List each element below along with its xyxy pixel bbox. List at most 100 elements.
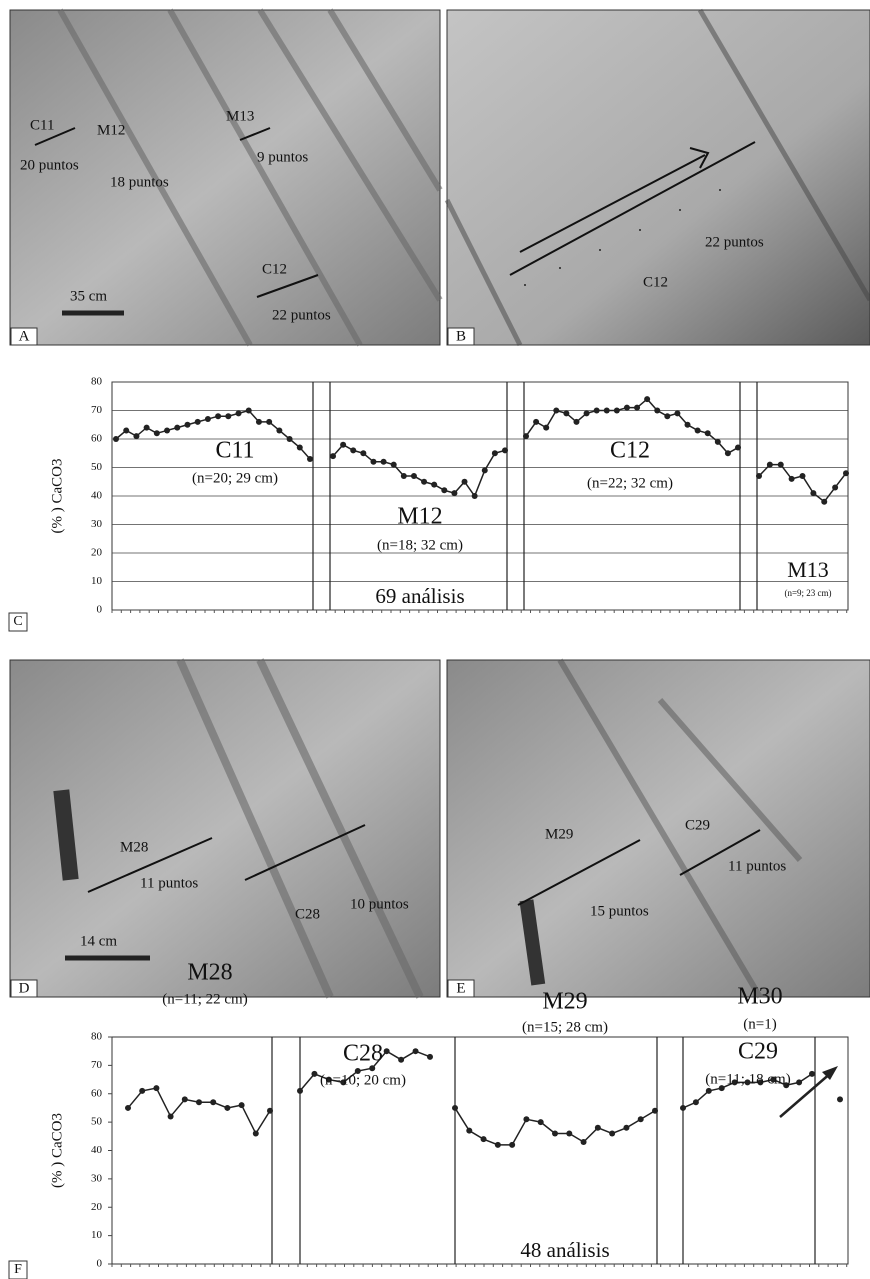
y-tick-label: 60 [91, 1087, 103, 1099]
photo-label: 11 puntos [728, 858, 786, 874]
data-point [236, 410, 242, 416]
data-point [421, 479, 427, 485]
data-point [654, 408, 660, 414]
data-point [307, 456, 313, 462]
data-point [276, 427, 282, 433]
photo-label: C12 [643, 274, 668, 290]
data-point [706, 1088, 712, 1094]
data-point [266, 419, 272, 425]
data-point [573, 419, 579, 425]
data-point [391, 462, 397, 468]
series-label: (n=11; 22 cm) [162, 991, 247, 1007]
data-point [431, 482, 437, 488]
data-point [674, 410, 680, 416]
data-point [246, 408, 252, 414]
y-tick-label: 60 [91, 433, 103, 445]
data-point [623, 1125, 629, 1131]
y-tick-label: 40 [91, 1144, 103, 1156]
data-point [413, 1048, 419, 1054]
data-point [225, 413, 231, 419]
data-point [381, 459, 387, 465]
y-tick-label: 50 [91, 461, 103, 473]
data-point [693, 1099, 699, 1105]
data-point [184, 422, 190, 428]
photo-label: C28 [295, 906, 320, 922]
data-point [482, 467, 488, 473]
series-label: (n=15; 28 cm) [522, 1019, 608, 1035]
photo-a: C11 M12 20 puntos 18 puntos M13 9 puntos… [10, 10, 440, 345]
data-point [502, 447, 508, 453]
series-name: C29 [738, 1039, 778, 1065]
y-tick-label: 10 [91, 575, 103, 587]
data-point [523, 1116, 529, 1122]
data-point [466, 1128, 472, 1134]
photo-label: C29 [685, 817, 710, 833]
y-tick-label: 70 [91, 1059, 103, 1071]
data-point [287, 436, 293, 442]
data-point [182, 1096, 188, 1102]
data-point [821, 499, 827, 505]
photo [447, 10, 870, 345]
data-point [398, 1057, 404, 1063]
data-point [789, 476, 795, 482]
data-point [594, 408, 600, 414]
photo-label: 22 puntos [705, 234, 764, 250]
data-point [664, 413, 670, 419]
data-point [297, 445, 303, 451]
data-point [705, 430, 711, 436]
photo-label: 35 cm [70, 288, 107, 304]
data-point [330, 453, 336, 459]
data-point [401, 473, 407, 479]
data-point [767, 462, 773, 468]
note: 48 análisis [520, 1238, 609, 1262]
data-point [205, 416, 211, 422]
data-point [195, 419, 201, 425]
data-point [634, 405, 640, 411]
photo-label: 18 puntos [110, 174, 169, 190]
photo-label: M28 [120, 839, 148, 855]
series-name: M13 [787, 557, 829, 582]
series-label: (n=10; 20 cm) [320, 1072, 406, 1088]
data-point [153, 1085, 159, 1091]
data-point [196, 1099, 202, 1105]
data-point [566, 1130, 572, 1136]
data-point [644, 396, 650, 402]
data-point [595, 1125, 601, 1131]
data-point [810, 490, 816, 496]
data-point [441, 487, 447, 493]
data-point [492, 450, 498, 456]
data-point [725, 450, 731, 456]
data-point [350, 447, 356, 453]
data-point [584, 410, 590, 416]
data-point [523, 433, 529, 439]
data-point [796, 1079, 802, 1085]
series-name: M12 [397, 504, 442, 530]
data-point [340, 442, 346, 448]
panel-letter: C [13, 614, 22, 629]
y-tick-label: 20 [91, 1201, 103, 1213]
data-point [624, 405, 630, 411]
series-label: (n=22; 32 cm) [587, 475, 673, 491]
data-point [427, 1054, 433, 1060]
y-tick-label: 80 [91, 376, 103, 388]
y-tick-label: 0 [97, 604, 103, 616]
data-point [837, 1096, 843, 1102]
y-tick-label: 70 [91, 404, 103, 416]
photo-label: C12 [262, 261, 287, 277]
data-point [495, 1142, 501, 1148]
photo-e: M29 C29 11 puntos 15 puntos E [447, 660, 870, 997]
data-point [411, 473, 417, 479]
photo-b: 22 puntos C12 B [447, 10, 870, 345]
data-point [800, 473, 806, 479]
data-point [604, 408, 610, 414]
series-label: (n=18; 32 cm) [377, 537, 463, 553]
y-tick-label: 80 [91, 1031, 103, 1043]
data-point [360, 450, 366, 456]
series-name: M30 [737, 984, 782, 1010]
data-point [168, 1113, 174, 1119]
panel-letter: F [14, 1262, 22, 1277]
series-name: C28 [343, 1041, 383, 1067]
data-point [609, 1130, 615, 1136]
data-point [174, 425, 180, 431]
series-name: C11 [215, 438, 254, 464]
